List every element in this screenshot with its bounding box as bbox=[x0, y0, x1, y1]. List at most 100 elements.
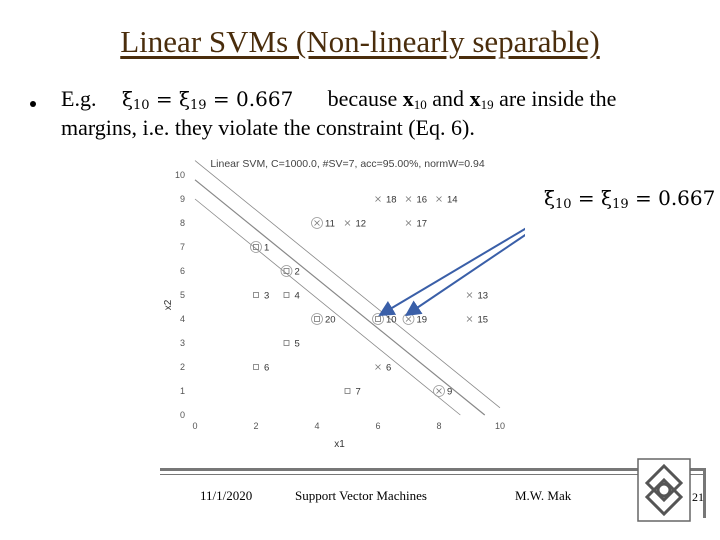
square-marker bbox=[253, 244, 259, 250]
bullet-line-2: margins, i.e. they violate the constrain… bbox=[61, 115, 475, 140]
x-tick-label: 6 bbox=[375, 421, 380, 431]
xi-symbol: ξ bbox=[121, 87, 133, 111]
footer-divider bbox=[160, 468, 704, 471]
point-label: 4 bbox=[295, 291, 300, 302]
rest-text: are inside the bbox=[499, 86, 617, 111]
y-tick-label: 9 bbox=[180, 194, 185, 204]
svm-plot: Linear SVM, C=1000.0, #SV=7, acc=95.00%,… bbox=[163, 158, 525, 450]
point-label: 20 bbox=[325, 315, 336, 326]
and-text: and bbox=[432, 86, 465, 111]
cross-marker bbox=[405, 316, 412, 322]
footer-date: 11/1/2020 bbox=[200, 488, 253, 503]
y-tick-label: 1 bbox=[180, 386, 185, 396]
page-number: 21 bbox=[692, 490, 704, 504]
support-vector-ring bbox=[280, 265, 293, 277]
square-marker bbox=[375, 316, 381, 322]
x-tick-label: 8 bbox=[436, 421, 441, 431]
footer-author: M.W. Mak bbox=[515, 488, 572, 503]
square-marker bbox=[253, 364, 259, 370]
x-tick-label: 10 bbox=[495, 421, 505, 431]
point-label: 14 bbox=[447, 195, 458, 206]
anno-xi-1: ξ bbox=[544, 186, 556, 210]
point-label: 17 bbox=[417, 219, 428, 230]
square-marker bbox=[283, 340, 290, 346]
boundary-line-margin-lower bbox=[194, 198, 461, 416]
cross-marker bbox=[436, 388, 442, 394]
point-label: 18 bbox=[386, 195, 397, 206]
support-vector-ring bbox=[311, 313, 323, 325]
x-axis-label: x1 bbox=[334, 439, 345, 450]
y-tick-label: 3 bbox=[180, 338, 185, 348]
cross-marker bbox=[375, 364, 381, 370]
cross-marker bbox=[405, 220, 412, 226]
boundary-line-margin-upper bbox=[194, 160, 501, 409]
point-label: 7 bbox=[356, 387, 361, 398]
point-label: 19 bbox=[417, 315, 428, 326]
square-marker bbox=[253, 292, 259, 298]
point-label: 15 bbox=[478, 315, 489, 326]
y-tick-label: 8 bbox=[180, 218, 185, 228]
y-axis-label: x2 bbox=[163, 299, 174, 310]
y-tick-label: 7 bbox=[180, 242, 185, 252]
y-tick-label: 2 bbox=[180, 362, 185, 372]
xi-value: 0.667 bbox=[236, 87, 294, 111]
point-label: 2 bbox=[295, 267, 300, 278]
y-tick-label: 5 bbox=[180, 290, 185, 300]
footer-course: Support Vector Machines bbox=[295, 488, 427, 503]
cross-marker bbox=[375, 196, 381, 202]
xi-sub-b: 19 bbox=[190, 98, 207, 113]
footer-divider-thin bbox=[160, 474, 704, 475]
point-label: 12 bbox=[356, 219, 367, 230]
point-label: 5 bbox=[295, 339, 300, 350]
y-tick-label: 6 bbox=[180, 266, 185, 276]
point-label: 10 bbox=[386, 315, 397, 326]
footer-right-border bbox=[703, 468, 706, 518]
support-vector-ring bbox=[250, 241, 262, 253]
x-tick-label: 2 bbox=[253, 421, 258, 431]
bullet-dot bbox=[30, 101, 36, 107]
point-label: 3 bbox=[264, 291, 269, 302]
x-tick-label: 4 bbox=[314, 421, 319, 431]
support-vector-ring bbox=[311, 217, 323, 229]
square-marker bbox=[314, 316, 320, 322]
point-label: 16 bbox=[417, 195, 428, 206]
square-marker bbox=[283, 292, 290, 298]
arrow-to-point-10 bbox=[378, 227, 525, 317]
xi-formula: ξ10 = ξ19 = 0.667 bbox=[121, 87, 300, 113]
x19-symbol: x bbox=[469, 86, 481, 111]
cross-marker bbox=[466, 316, 473, 322]
point-label: 6 bbox=[264, 363, 269, 374]
x10-symbol: x bbox=[402, 86, 414, 111]
cross-marker bbox=[314, 220, 320, 226]
university-logo-icon bbox=[637, 458, 691, 522]
point-label: 11 bbox=[325, 219, 335, 230]
cross-marker bbox=[344, 220, 351, 226]
eg-prefix: E.g. bbox=[61, 86, 97, 111]
point-label: 9 bbox=[447, 387, 452, 398]
xi-annotation: ξ10 = ξ19 = 0.667 bbox=[544, 186, 716, 212]
x10-sub: 10 bbox=[413, 97, 427, 112]
xi-symbol-2: ξ bbox=[179, 87, 191, 111]
boundary-line-decision bbox=[194, 179, 486, 416]
point-label: 1 bbox=[264, 243, 269, 254]
chart-title: Linear SVM, C=1000.0, #SV=7, acc=95.00%,… bbox=[210, 158, 484, 170]
because-text: because bbox=[327, 86, 398, 111]
cross-marker bbox=[405, 196, 412, 202]
anno-xi-2: ξ bbox=[601, 186, 613, 210]
square-marker bbox=[344, 388, 351, 394]
anno-value: 0.667 bbox=[658, 186, 716, 210]
support-vector-ring bbox=[433, 385, 445, 397]
support-vector-ring bbox=[372, 313, 384, 325]
square-marker bbox=[283, 268, 290, 274]
point-label: 6 bbox=[386, 363, 391, 374]
x-tick-label: 0 bbox=[192, 421, 197, 431]
cross-marker bbox=[436, 196, 442, 202]
arrow-to-point-19 bbox=[404, 233, 525, 317]
eq-sign-2: = bbox=[212, 87, 230, 111]
bullet-line-1: E.g. ξ10 = ξ19 = 0.667 because x10 and x… bbox=[61, 86, 616, 113]
anno-sub-a: 10 bbox=[555, 197, 572, 212]
y-tick-label: 0 bbox=[180, 410, 185, 420]
page-title: Linear SVMs (Non-linearly separable) bbox=[120, 24, 600, 59]
x19-sub: 19 bbox=[480, 97, 494, 112]
anno-sub-b: 19 bbox=[612, 197, 629, 212]
